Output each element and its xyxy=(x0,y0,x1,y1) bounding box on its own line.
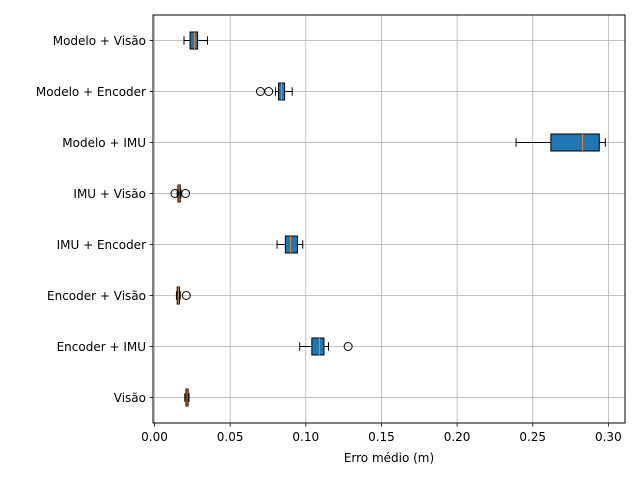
box-iqr xyxy=(284,235,298,254)
y-tick-label: IMU + Encoder xyxy=(57,238,146,252)
y-tick-label: Modelo + Encoder xyxy=(36,85,146,99)
x-axis-label: Erro médio (m) xyxy=(344,451,434,465)
x-tick-label: 0.05 xyxy=(217,430,244,444)
outlier-point xyxy=(181,291,191,300)
box-iqr xyxy=(189,31,199,50)
y-axis-ticks: Modelo + Visão Modelo + Encoder Modelo + I… xyxy=(36,34,153,405)
x-tick-label: 0.15 xyxy=(368,430,395,444)
outlier-point xyxy=(264,87,274,96)
box-iqr xyxy=(311,337,325,356)
box-group xyxy=(299,337,353,356)
box-group xyxy=(183,31,208,50)
x-tick-label: 0.10 xyxy=(292,430,319,444)
y-tick-label: Visão xyxy=(114,391,146,405)
box-group xyxy=(184,388,190,407)
y-tick-label: Encoder + IMU xyxy=(57,340,146,354)
y-tick-label: IMU + Visão xyxy=(73,187,146,201)
x-tick-label: 0.30 xyxy=(595,430,622,444)
x-tick-label: 0.20 xyxy=(444,430,471,444)
outlier-point xyxy=(181,189,191,198)
box-group xyxy=(515,133,606,152)
box-group xyxy=(175,286,191,305)
x-axis-ticks: 0.00 0.05 0.10 0.15 0.20 0.25 0.30 xyxy=(141,423,622,444)
box-group xyxy=(170,184,191,203)
box-group xyxy=(276,235,304,254)
y-tick-label: Encoder + Visão xyxy=(47,289,146,303)
x-tick-label: 0.00 xyxy=(141,430,168,444)
y-tick-label: Modelo + Visão xyxy=(53,34,146,48)
outlier-point xyxy=(170,189,180,198)
box-iqr xyxy=(550,133,600,152)
axes-frame xyxy=(152,14,626,424)
boxes xyxy=(170,31,606,407)
outlier-point xyxy=(343,342,353,351)
box-group xyxy=(255,82,293,101)
y-tick-label: Modelo + IMU xyxy=(62,136,146,150)
x-tick-label: 0.25 xyxy=(519,430,546,444)
